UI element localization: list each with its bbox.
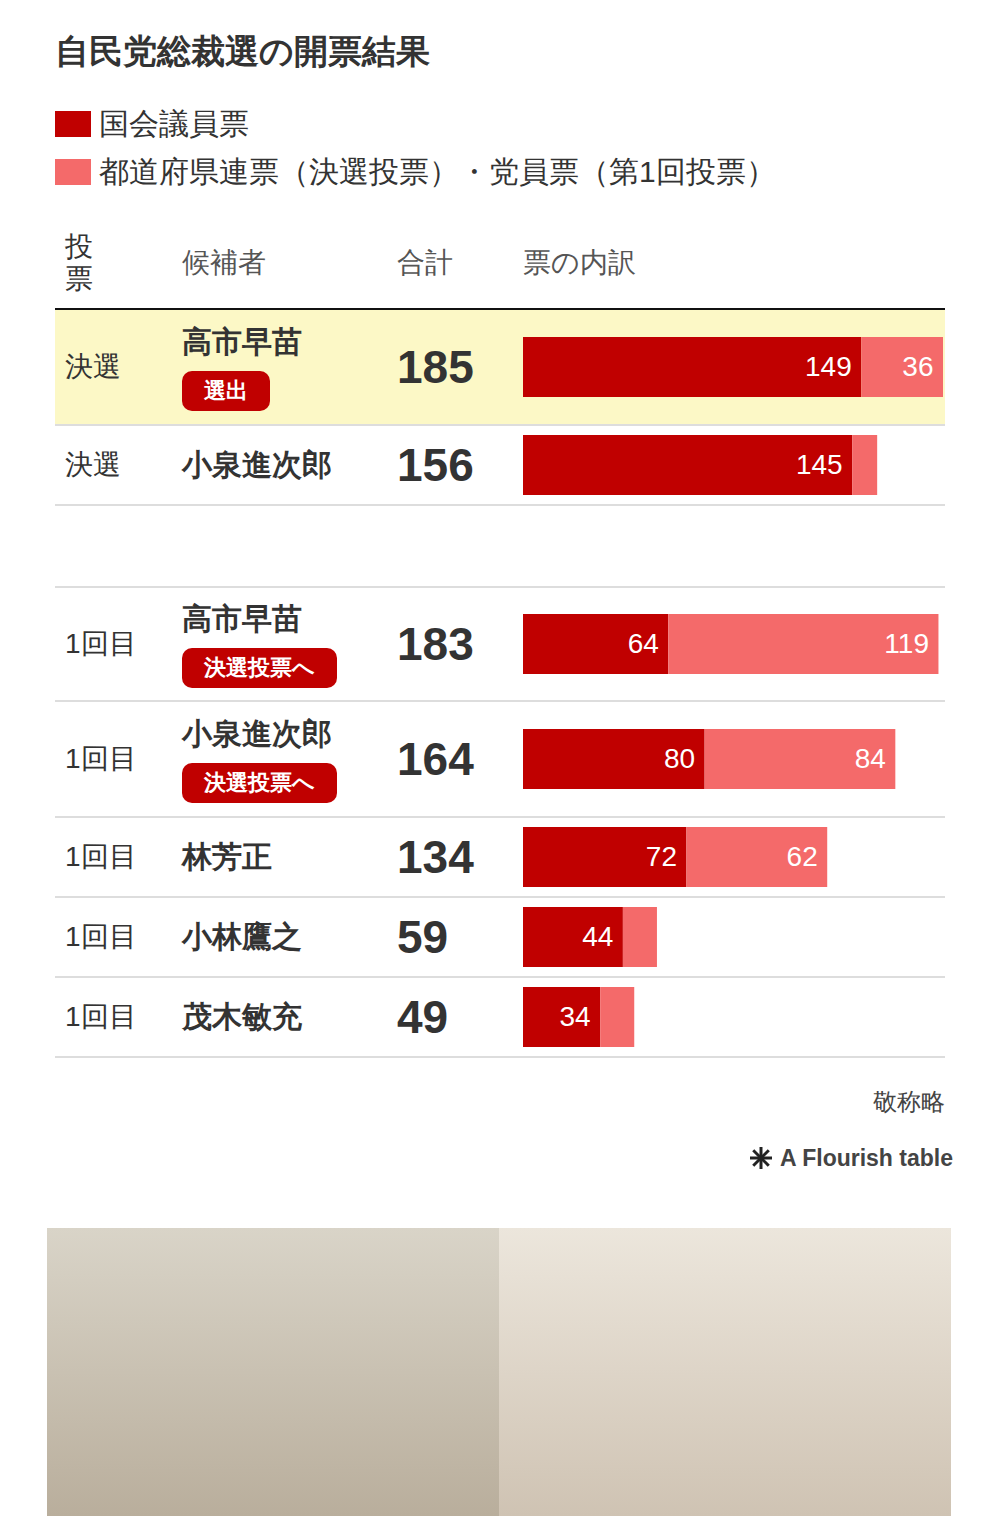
html-text:決選: 決選 — [65, 351, 121, 382]
svg-text:145: 145 — [796, 449, 843, 480]
html-text:決選投票へ: 決選投票へ — [204, 655, 315, 680]
html-text:49: 49 — [397, 991, 449, 1043]
html-text:164: 164 — [397, 733, 474, 785]
html-text:59: 59 — [397, 911, 449, 963]
html-text:票の内訳: 票の内訳 — [523, 247, 636, 278]
html-text:林芳正: 林芳正 — [182, 840, 272, 873]
html-text:選出: 選出 — [204, 378, 248, 403]
html-text:決選投票へ: 決選投票へ — [204, 770, 315, 795]
html-text:敬称略: 敬称略 — [873, 1088, 945, 1115]
svg-text:80: 80 — [664, 743, 695, 774]
html-text:小林鷹之: 小林鷹之 — [182, 920, 302, 953]
html-text:183: 183 — [397, 618, 474, 670]
html-text:投票: 投票 — [65, 231, 93, 294]
html-text:候補者: 候補者 — [182, 247, 266, 278]
html-text:自民党総裁選の開票結果: 自民党総裁選の開票結果 — [55, 32, 430, 70]
html-text:都道府県連票（決選投票）・党員票（第1回投票）: 都道府県連票（決選投票）・党員票（第1回投票） — [99, 154, 776, 188]
html-text:1回目: 1回目 — [65, 1001, 137, 1032]
html-text:1回目: 1回目 — [65, 921, 137, 952]
html-text:A Flourish table: A Flourish table — [780, 1144, 953, 1171]
html-text:小泉進次郎: 小泉進次郎 — [182, 717, 332, 750]
svg-text:72: 72 — [646, 841, 677, 872]
html-text:1回目: 1回目 — [65, 628, 137, 659]
svg-text:149: 149 — [805, 351, 852, 382]
html-text:茂木敏充: 茂木敏充 — [182, 1000, 302, 1033]
svg-text:119: 119 — [884, 628, 929, 659]
html-text:134: 134 — [397, 831, 474, 883]
html-text:決選: 決選 — [65, 449, 121, 480]
svg-text:44: 44 — [582, 921, 613, 952]
svg-text:36: 36 — [902, 351, 933, 382]
svg-text:34: 34 — [560, 1001, 591, 1032]
html-text:高市早苗: 高市早苗 — [182, 325, 302, 358]
html-text:小泉進次郎: 小泉進次郎 — [182, 448, 332, 481]
html-text:高市早苗: 高市早苗 — [182, 602, 302, 635]
html-text:156: 156 — [397, 439, 474, 491]
svg-text:62: 62 — [787, 841, 818, 872]
html-text:合計: 合計 — [397, 247, 453, 278]
html-text:1回目: 1回目 — [65, 743, 137, 774]
svg-text:64: 64 — [628, 628, 659, 659]
svg-text:84: 84 — [855, 743, 886, 774]
html-text:1回目: 1回目 — [65, 841, 137, 872]
html-text:国会議員票: 国会議員票 — [99, 106, 249, 140]
html-text:185: 185 — [397, 341, 474, 393]
